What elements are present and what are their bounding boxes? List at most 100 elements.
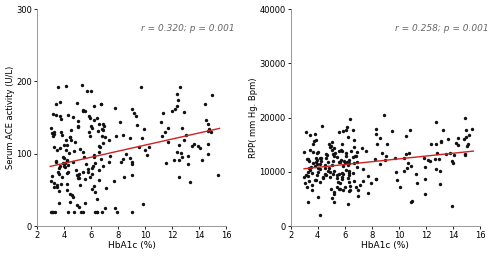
Point [160, 111, 168, 115]
Point [96, 145, 104, 149]
Point [339, 188, 347, 192]
Point [320, 172, 328, 176]
Point [312, 162, 320, 166]
Point [50, 210, 58, 214]
Point [170, 158, 178, 162]
Point [72, 168, 80, 172]
Point [184, 154, 192, 158]
Point [85, 130, 93, 134]
Point [380, 113, 388, 117]
Point [350, 138, 358, 142]
Point [73, 203, 81, 207]
Point [92, 190, 100, 194]
Point [122, 152, 130, 156]
Point [404, 166, 411, 170]
Point [54, 172, 62, 176]
Point [162, 130, 170, 134]
Point [314, 151, 322, 155]
Point [304, 174, 312, 178]
Point [322, 152, 330, 156]
Point [90, 154, 98, 158]
Point [70, 160, 78, 164]
Point [316, 156, 324, 160]
Point [133, 123, 141, 127]
Point [372, 132, 380, 136]
Point [138, 85, 145, 89]
Point [66, 134, 74, 138]
Point [56, 164, 64, 168]
Point [76, 147, 84, 151]
Point [343, 125, 351, 129]
Point [52, 159, 60, 163]
Point [80, 177, 88, 181]
Point [98, 122, 106, 126]
Point [78, 150, 86, 154]
Point [138, 136, 146, 140]
Point [322, 156, 330, 160]
Point [100, 124, 108, 128]
Point [381, 157, 389, 162]
Point [93, 210, 101, 214]
Point [96, 144, 104, 148]
Point [112, 134, 120, 138]
Point [376, 162, 384, 166]
Point [312, 138, 320, 142]
Point [140, 202, 147, 207]
Point [204, 122, 212, 126]
Point [63, 187, 71, 191]
Point [140, 127, 147, 131]
Point [74, 173, 82, 177]
Point [50, 181, 58, 185]
Point [58, 161, 66, 165]
Point [202, 118, 210, 122]
Point [98, 210, 106, 214]
Point [436, 140, 444, 144]
Point [342, 154, 350, 158]
Point [51, 210, 59, 214]
Point [438, 139, 446, 143]
Point [334, 176, 342, 180]
Point [74, 119, 82, 123]
Point [338, 148, 345, 152]
Point [84, 114, 92, 119]
Point [74, 125, 82, 129]
Point [110, 179, 118, 184]
Point [128, 107, 136, 111]
Point [396, 185, 404, 189]
Point [208, 93, 216, 97]
Point [52, 113, 60, 118]
Point [176, 84, 184, 89]
Point [308, 171, 316, 175]
Point [468, 127, 476, 131]
Point [312, 178, 320, 183]
Point [304, 170, 312, 174]
Point [326, 142, 334, 146]
Point [90, 155, 98, 159]
Point [117, 160, 125, 164]
Point [338, 149, 346, 153]
Point [452, 141, 460, 145]
Point [344, 176, 352, 180]
Point [316, 162, 324, 166]
Point [57, 182, 65, 186]
Point [356, 183, 364, 187]
Point [52, 102, 60, 106]
Point [66, 135, 74, 139]
Point [104, 138, 112, 142]
Point [102, 186, 110, 190]
Point [326, 175, 334, 179]
Point [175, 175, 183, 179]
Point [202, 102, 209, 106]
Point [305, 178, 313, 183]
Point [98, 129, 106, 133]
Point [436, 169, 444, 173]
Point [178, 126, 186, 130]
Point [88, 126, 96, 131]
Point [391, 156, 399, 160]
Point [420, 156, 428, 160]
Point [63, 143, 71, 147]
Text: r = 0.258; p = 0.001: r = 0.258; p = 0.001 [395, 24, 488, 33]
Point [349, 128, 357, 132]
Point [126, 136, 134, 140]
Point [350, 161, 358, 165]
